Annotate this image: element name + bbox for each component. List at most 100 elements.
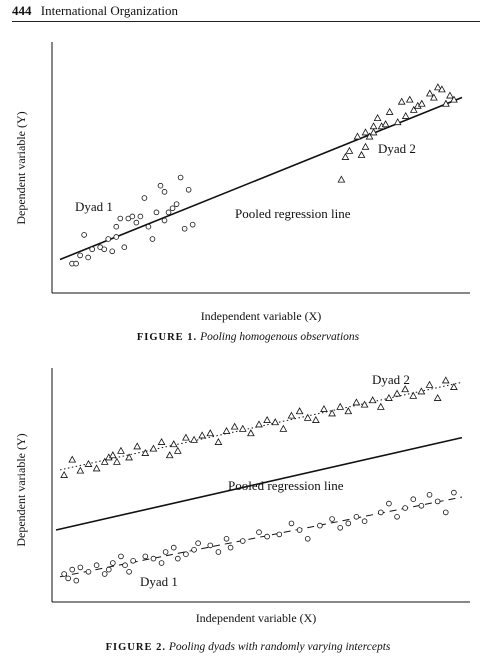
figure-2-y-label: Dependent variable (Y): [14, 433, 28, 546]
dyad-2-point: [446, 91, 454, 99]
figure-2-dyad1-label: Dyad 1: [140, 574, 178, 589]
dyad-1-point: [223, 536, 230, 542]
dyad-2-point: [361, 128, 370, 136]
dyad-1-point: [141, 195, 148, 201]
dyad-2-point: [365, 132, 374, 140]
dyad-2-point: [357, 150, 366, 158]
dyad-1-point: [113, 234, 120, 240]
dyad-1-point: [264, 533, 270, 540]
dyad-2-point: [287, 411, 296, 419]
figure-1-chart: Dependent variable (Y) Independent varia…: [14, 42, 470, 323]
dyad-1-point: [185, 187, 192, 193]
dyad-1-point: [402, 505, 408, 511]
figure-2-caption: FIGURE 2. Pooling dyads with randomly va…: [0, 641, 496, 653]
dyad-1-point: [296, 527, 303, 533]
dyad-2-point: [369, 128, 378, 136]
dyad-2-point: [397, 97, 406, 105]
dyad-2-point: [125, 453, 133, 461]
dyad-2-point: [337, 175, 346, 183]
dyad-1-fit-line: [59, 496, 463, 578]
dyad-2-point: [376, 402, 385, 410]
dyad-1-point: [77, 564, 84, 571]
dyad-2-point: [113, 457, 121, 465]
dyad-2-point: [238, 424, 247, 432]
dyad-2-point: [336, 402, 345, 410]
dyad-1-point: [304, 536, 311, 542]
dyad-1-point: [153, 209, 160, 216]
dyad-1-point: [353, 514, 360, 520]
figure-2-chart: Dependent variable (Y) Independent varia…: [14, 368, 470, 625]
dyad-1-point: [73, 260, 79, 267]
dyad-1-point: [410, 496, 417, 503]
dyad-1-point: [77, 252, 83, 259]
dyad-2-point: [108, 451, 117, 459]
dyad-1-point: [329, 516, 335, 522]
dyad-1-point: [173, 201, 180, 207]
dyad-1-point: [113, 223, 120, 230]
dyad-2-point: [60, 470, 68, 478]
dyad-1-point: [61, 571, 67, 577]
dyad-2-point: [401, 385, 410, 393]
dyad-2-point: [341, 152, 350, 160]
dyad-1-point: [195, 540, 201, 547]
dyad-1-point: [215, 549, 222, 555]
dyad-2-point: [360, 400, 369, 408]
figure-1-x-label: Independent variable (X): [201, 309, 322, 323]
dyad-2-point: [385, 393, 393, 401]
dyad-2-point: [92, 464, 101, 472]
dyad-2-point: [393, 118, 402, 126]
figure-1-dyad1-label: Dyad 1: [75, 199, 113, 214]
dyad-1-point: [105, 236, 112, 242]
dyad-2-point: [441, 376, 450, 384]
dyad-1-point: [145, 223, 152, 230]
dyad-1-point: [130, 558, 136, 564]
dyad-2-point: [381, 120, 390, 128]
dyad-2-point: [68, 455, 77, 463]
dyad-2-point: [373, 114, 382, 122]
figure-1-y-label: Dependent variable (Y): [14, 111, 28, 224]
dyad-1-point: [256, 529, 262, 536]
dyad-1-point: [122, 562, 128, 569]
figure-1-caption-title: Pooling homogenous observations: [200, 331, 360, 343]
dyad-2-point: [352, 398, 361, 406]
pooled-regression-line: [55, 436, 463, 531]
dyad-2-point: [182, 433, 190, 441]
dyad-1-point: [110, 560, 116, 566]
dyad-1-point: [105, 566, 112, 573]
dyad-1-point: [337, 525, 344, 531]
dyad-2-point: [425, 89, 434, 97]
dyad-1-point: [170, 544, 177, 551]
dyad-1-point: [118, 553, 124, 560]
dyad-1-point: [161, 217, 168, 224]
dyad-1-point: [386, 500, 392, 507]
dyad-2-point: [353, 132, 362, 140]
dyad-1-point: [129, 213, 136, 220]
dyad-2-point: [169, 440, 178, 448]
dyad-1-point: [69, 566, 76, 573]
dyad-1-point: [177, 174, 184, 181]
dyad-2-point: [141, 448, 150, 456]
dyad-1-point: [361, 518, 368, 525]
figure-1-caption-label: FIGURE 1.: [136, 332, 198, 343]
dyad-1-point: [137, 213, 144, 220]
dyad-2-point: [84, 459, 93, 467]
running-head: 444 International Organization: [12, 3, 178, 19]
dyad-1-point: [426, 492, 433, 498]
dyad-2-point: [450, 382, 458, 390]
dyad-2-point: [295, 407, 304, 415]
dyad-2-point: [165, 451, 174, 459]
dyad-2-point: [222, 426, 231, 434]
dyad-2-point: [425, 380, 434, 388]
dyad-1-point: [157, 182, 164, 189]
figure-2-x-label: Independent variable (X): [196, 611, 317, 625]
dyad-2-fit-line: [59, 381, 463, 471]
dyad-1-point: [85, 569, 92, 575]
dyad-2-point: [409, 105, 418, 113]
dyad-2-point: [133, 442, 142, 450]
dyad-2-point: [263, 415, 271, 423]
dyad-2-point: [344, 407, 353, 415]
figure-2-pooled-label: Pooled regression line: [228, 478, 344, 493]
dyad-1-point: [89, 246, 95, 253]
dyad-2-point: [442, 99, 450, 107]
dyad-2-point: [214, 437, 223, 445]
